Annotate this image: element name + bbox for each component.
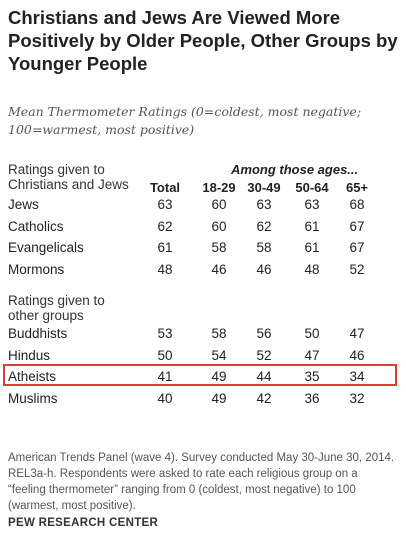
group-label: Ratings given to other groups [8,293,105,323]
data-cell: 58 [256,240,272,255]
data-cell: 54 [211,347,227,363]
data-cell: 48 [304,261,320,277]
data-cell: 52 [256,347,272,363]
data-cell: 67 [349,218,365,234]
data-cell: 61 [304,218,320,234]
data-cell: 68 [349,197,365,212]
data-cell: 60 [211,197,227,212]
row-label: Jews [8,197,39,212]
data-cell: 49 [211,369,227,384]
data-cell: 53 [157,326,173,341]
data-cell: 48 [157,261,173,277]
group-label: Ratings given to Christians and Jews [8,162,129,192]
data-cell: 62 [256,218,272,234]
data-cell: 60 [211,218,227,234]
data-cell: 52 [349,261,365,277]
row-label: Mormons [8,261,65,277]
data-cell: 47 [349,326,365,341]
row-label: Buddhists [8,326,68,341]
data-cell: 46 [256,261,272,277]
footnote: American Trends Panel (wave 4). Survey c… [8,452,395,512]
row-label: Hindus [8,347,51,363]
data-cell: 49 [211,390,227,406]
data-cell: 50 [157,347,173,363]
column-header: 30-49 [247,180,281,195]
data-cell: 67 [349,240,365,255]
chart-title: Christians and Jews Are Viewed More Posi… [8,7,398,74]
data-cell: 40 [157,390,173,406]
data-cell: 44 [256,369,272,384]
data-cell: 46 [211,261,227,277]
highlight-box-atheists [3,364,397,386]
column-header: 65+ [345,180,369,195]
data-cell: 46 [349,347,365,363]
column-header: 18-29 [202,180,236,195]
data-cell: 61 [157,240,173,255]
row-label: Muslims [8,390,58,406]
column-header: 50-64 [295,180,329,195]
data-cell: 36 [304,390,320,406]
data-cell: 47 [304,347,320,363]
age-spanner: Among those ages... [231,162,359,177]
data-cell: 42 [256,390,272,406]
data-cell: 50 [304,326,320,341]
data-cell: 32 [349,390,365,406]
source-label: PEW RESEARCH CENTER [8,517,159,529]
data-cell: 63 [157,197,173,212]
data-cell: 58 [211,240,227,255]
row-label: Evangelicals [8,240,84,255]
data-cell: 63 [256,197,272,212]
data-cell: 58 [211,326,227,341]
chart-subtitle: Mean Thermometer Ratings (0=coldest, mos… [8,104,362,137]
data-cell: 35 [304,369,320,384]
data-cell: 62 [157,218,173,234]
data-cell: 34 [349,369,365,384]
data-cell: 63 [304,197,320,212]
column-header: Total [149,180,181,195]
data-cell: 41 [157,369,173,384]
row-label: Atheists [8,369,57,384]
row-label: Catholics [8,218,64,234]
data-cell: 61 [304,240,320,255]
data-cell: 56 [256,326,272,341]
